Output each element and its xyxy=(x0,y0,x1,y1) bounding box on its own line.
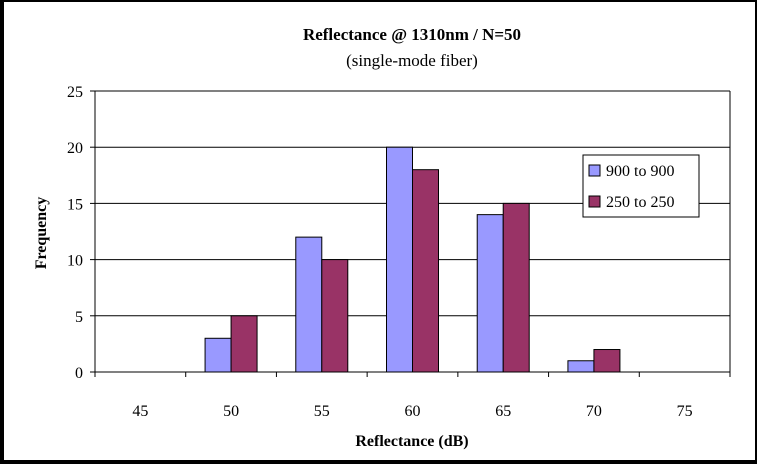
legend-label-250-to-250: 250 to 250 xyxy=(606,194,674,211)
y-tick-label: 15 xyxy=(67,196,83,213)
bar-900-to-900-70 xyxy=(567,360,595,373)
x-tick-labels: 45 50 55 60 65 70 75 xyxy=(132,403,692,420)
legend-swatch-250-to-250 xyxy=(588,195,601,208)
bars xyxy=(204,146,621,373)
x-tick-label: 50 xyxy=(223,403,239,420)
x-axis-label: Reflectance (dB) xyxy=(355,433,468,450)
y-tick-label: 10 xyxy=(67,253,83,270)
chart-title: Reflectance @ 1310nm / N=50 xyxy=(303,25,521,44)
y-tick-labels: 0 5 10 15 20 25 xyxy=(67,84,83,382)
y-axis-label: Frequency xyxy=(33,197,50,270)
legend-swatch-900-to-900 xyxy=(588,164,601,177)
x-tick-label: 65 xyxy=(495,403,511,420)
bar-250-to-250-50 xyxy=(230,315,258,373)
bar-250-to-250-70 xyxy=(593,349,621,373)
y-tick-label: 25 xyxy=(67,84,83,101)
chart-subtitle: (single-mode fiber) xyxy=(346,51,478,70)
bar-900-to-900-55 xyxy=(295,236,323,373)
bar-900-to-900-60 xyxy=(386,146,413,373)
bar-900-to-900-65 xyxy=(476,214,504,373)
bar-250-to-250-55 xyxy=(321,259,349,373)
y-tick-label: 5 xyxy=(75,309,83,326)
bar-900-to-900-50 xyxy=(204,337,232,373)
bar-250-to-250-60 xyxy=(412,169,439,373)
bar-250-to-250-65 xyxy=(502,202,530,373)
y-tick-label: 20 xyxy=(67,140,83,157)
axes xyxy=(90,90,731,377)
x-tick-label: 60 xyxy=(405,403,421,420)
legend-box xyxy=(582,154,700,218)
legend-label-900-to-900: 900 to 900 xyxy=(606,163,674,180)
x-tick-label: 70 xyxy=(586,403,602,420)
legend: 900 to 900 250 to 250 xyxy=(582,154,700,218)
x-tick-label: 45 xyxy=(132,403,148,420)
y-tick-label: 0 xyxy=(75,365,83,382)
x-tick-label: 55 xyxy=(314,403,330,420)
x-tick-label: 75 xyxy=(677,403,693,420)
